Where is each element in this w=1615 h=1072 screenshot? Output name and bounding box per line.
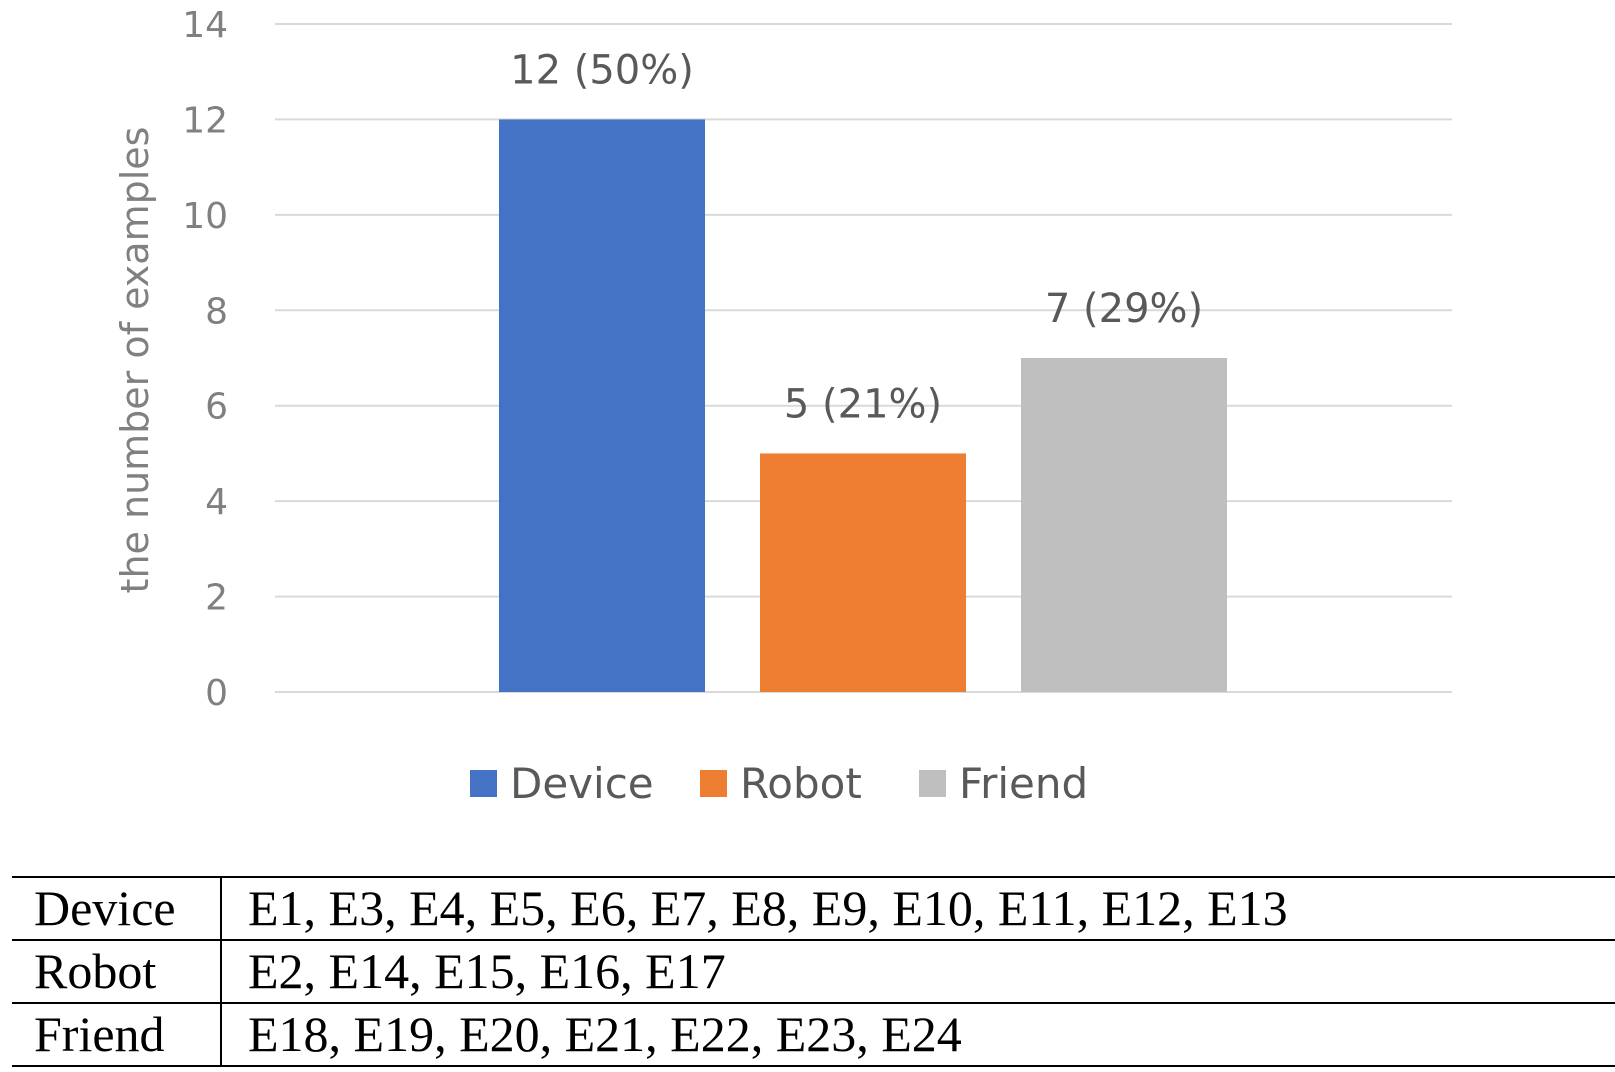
table-row: Friend E18, E19, E20, E21, E22, E23, E24 [12,1003,1615,1066]
table-examples-cell: E2, E14, E15, E16, E17 [248,943,726,999]
table-row: Device E1, E3, E4, E5, E6, E7, E8, E9, E1… [12,877,1615,940]
legend-label-friend: Friend [959,759,1088,808]
data-label-robot: 5 (21%) [784,381,942,427]
y-tick-label: 4 [205,482,228,523]
y-tick-label: 8 [205,291,228,332]
bar-device [499,119,705,692]
legend-label-device: Device [510,759,654,808]
y-tick-label: 6 [205,387,228,428]
bar-chart: 0 2 4 6 8 10 12 14 the number of examples 12 (5… [113,5,1452,808]
table-row: Robot E2, E14, E15, E16, E17 [12,940,1615,1003]
table-category-cell: Device [12,877,222,940]
y-axis-ticks: 0 2 4 6 8 10 12 14 [182,5,228,714]
y-tick-label: 14 [182,5,228,46]
table-examples-cell: E1, E3, E4, E5, E6, E7, E8, E9, E10, E11… [248,880,1288,936]
y-tick-label: 2 [205,578,228,619]
bar-robot [760,453,966,692]
legend-swatch-friend [919,770,946,797]
data-label-device: 12 (50%) [510,47,694,93]
y-tick-label: 10 [182,196,228,237]
table-category-cell: Friend [12,1003,222,1066]
legend: Device Robot Friend [470,759,1088,808]
y-tick-label: 12 [182,100,228,141]
data-labels: 12 (50%) 5 (21%) 7 (29%) [510,47,1203,427]
legend-swatch-robot [700,770,727,797]
legend-swatch-device [470,770,497,797]
y-tick-label: 0 [205,673,228,714]
bar-friend [1021,358,1227,692]
legend-label-robot: Robot [740,759,862,808]
table-examples-cell: E18, E19, E20, E21, E22, E23, E24 [248,1006,962,1062]
bars [499,119,1227,692]
data-label-friend: 7 (29%) [1045,286,1203,332]
table-category-cell: Robot [12,940,222,1003]
examples-table: Device E1, E3, E4, E5, E6, E7, E8, E9, E1… [12,876,1615,1067]
y-axis-title: the number of examples [113,127,157,594]
